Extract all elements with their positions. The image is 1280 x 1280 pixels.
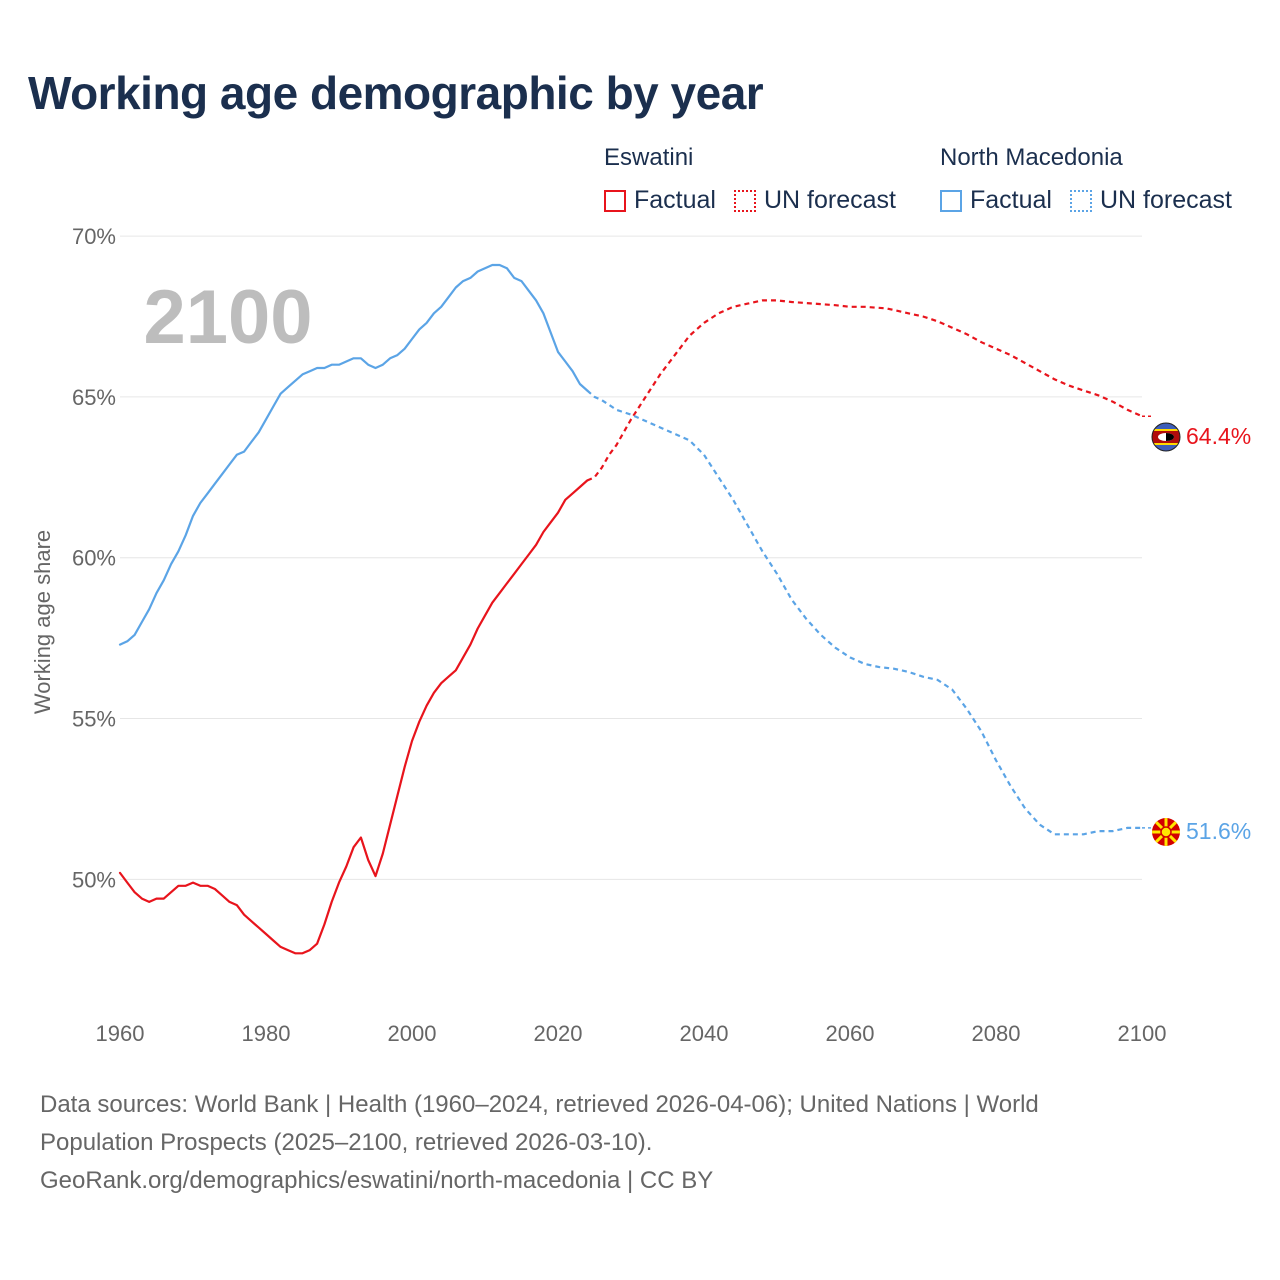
x-tick-label: 2060 xyxy=(826,1021,875,1046)
x-tick-label: 1980 xyxy=(242,1021,291,1046)
y-axis-label: Working age share xyxy=(30,530,55,714)
legend-item-eswatini-factual[interactable]: Factual xyxy=(604,186,716,215)
legend-swatch-dotted xyxy=(1069,189,1092,212)
legend-country-eswatini: Eswatini xyxy=(604,144,694,171)
legend-group-north-macedonia: North Macedonia Factual UN forecast xyxy=(940,144,1250,215)
x-tick-label: 2100 xyxy=(1118,1021,1167,1046)
x-tick-label: 1960 xyxy=(96,1021,145,1046)
legend-swatch-solid xyxy=(604,189,626,212)
sources-footer: Data sources: World Bank | Health (1960–… xyxy=(40,1086,1240,1200)
sources-link[interactable]: GeoRank.org/demographics/eswatini/north-… xyxy=(40,1167,714,1194)
x-tick-label: 2080 xyxy=(972,1021,1021,1046)
eswatini-flag-icon xyxy=(1151,422,1181,452)
legend-country-north-macedonia: North Macedonia xyxy=(940,144,1123,171)
series-line-eswatini-forecast xyxy=(586,299,1143,482)
chart-title: Working age demographic by year xyxy=(28,67,764,119)
sources-line: Population Prospects (2025–2100, retriev… xyxy=(40,1129,653,1156)
sources-line: Data sources: World Bank | Health (1960–… xyxy=(40,1091,1039,1118)
legend-swatch-dotted xyxy=(733,189,756,212)
legend-label: UN forecast xyxy=(1099,186,1232,214)
x-tick-label: 2040 xyxy=(680,1021,729,1046)
legend-item-north-macedonia-factual[interactable]: Factual xyxy=(940,186,1052,215)
series-line-north-macedonia-factual xyxy=(118,263,589,646)
legend-swatch-solid xyxy=(940,189,962,212)
legend-label: Factual xyxy=(634,186,716,214)
end-label-north-macedonia: 51.6% xyxy=(1186,818,1251,844)
series-line-eswatini-factual xyxy=(118,479,589,955)
legend-item-eswatini-forecast[interactable]: UN forecast xyxy=(733,186,896,215)
line-chart: 2100 Working age share 50% 55% 60% 65% 70% 1… xyxy=(30,224,1251,1046)
series-line-north-macedonia-forecast xyxy=(586,389,1142,836)
legend-item-north-macedonia-forecast[interactable]: UN forecast xyxy=(1069,186,1232,215)
y-tick-label: 55% xyxy=(72,707,116,732)
legend-label: Factual xyxy=(970,186,1052,214)
x-tick-label: 2020 xyxy=(534,1021,583,1046)
y-tick-label: 50% xyxy=(72,867,116,892)
y-tick-label: 60% xyxy=(72,546,116,571)
x-tick-label: 2000 xyxy=(388,1021,437,1046)
legend-group-eswatini: Eswatini Factual UN forecast xyxy=(604,144,914,215)
end-label-eswatini: 64.4% xyxy=(1186,423,1251,449)
legend-label: UN forecast xyxy=(763,186,896,214)
north-macedonia-flag-icon xyxy=(1152,818,1180,846)
y-tick-label: 65% xyxy=(72,385,116,410)
year-watermark: 2100 xyxy=(143,275,312,360)
y-tick-label: 70% xyxy=(72,224,116,249)
